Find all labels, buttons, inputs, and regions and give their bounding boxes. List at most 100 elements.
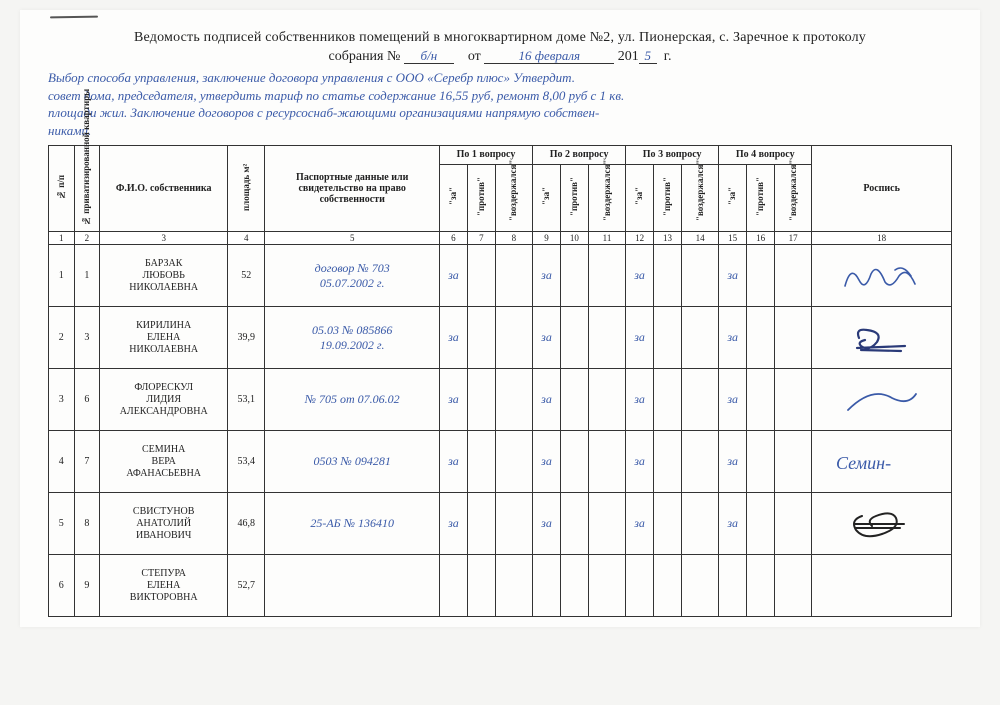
meeting-prefix: собрания № bbox=[329, 49, 401, 64]
cell-q2-vozd bbox=[588, 369, 625, 431]
cell-q4-vozd bbox=[775, 493, 812, 555]
cell-q1-vozd bbox=[495, 245, 532, 307]
cell-passport: договор № 70305.07.2002 г. bbox=[265, 245, 440, 307]
cell-name: СЕМИНА ВЕРА АФАНАСЬЕВНА bbox=[100, 431, 228, 493]
cell-q3-za: за bbox=[626, 307, 654, 369]
cell-q1-protiv bbox=[467, 493, 495, 555]
sub-vozd: "воздержался" bbox=[789, 171, 798, 221]
cell-num: 5 bbox=[49, 493, 75, 555]
col-num: № п/п bbox=[57, 148, 66, 226]
cell-q1-za: за bbox=[439, 431, 467, 493]
cell-q2-za bbox=[533, 555, 561, 617]
cell-q3-za: за bbox=[626, 493, 654, 555]
cell-q1-za: за bbox=[439, 245, 467, 307]
col-passport: Паспортные данные или свидетельство на п… bbox=[265, 146, 440, 232]
colnum: 2 bbox=[74, 232, 100, 245]
sub-vozd: "воздержался" bbox=[603, 171, 612, 221]
q-suffix: вопросу bbox=[477, 149, 515, 160]
cell-signature bbox=[812, 307, 952, 369]
cell-area: 53,1 bbox=[228, 369, 265, 431]
cell-q2-vozd bbox=[588, 245, 625, 307]
sub-protiv: "против" bbox=[570, 171, 579, 221]
sub-vozd: "воздержался" bbox=[696, 171, 705, 221]
sub-za: "за" bbox=[635, 171, 644, 221]
col-q1: По 1 вопросу bbox=[439, 146, 532, 165]
cell-q2-protiv bbox=[560, 369, 588, 431]
cell-q2-vozd bbox=[588, 431, 625, 493]
cell-num: 2 bbox=[49, 307, 75, 369]
cell-q2-vozd bbox=[588, 307, 625, 369]
sub-protiv: "против" bbox=[477, 171, 486, 221]
cell-q4-vozd bbox=[775, 245, 812, 307]
cell-signature bbox=[812, 493, 952, 555]
cell-name: ФЛОРЕСКУЛ ЛИДИЯ АЛЕКСАНДРОВНА bbox=[100, 369, 228, 431]
cell-q4-vozd bbox=[775, 307, 812, 369]
cell-q3-protiv bbox=[654, 307, 682, 369]
cell-q1-vozd bbox=[495, 307, 532, 369]
cell-name: КИРИЛИНА ЕЛЕНА НИКОЛАЕВНА bbox=[100, 307, 228, 369]
cell-q3-vozd bbox=[681, 307, 718, 369]
cell-q2-za: за bbox=[533, 245, 561, 307]
cell-q1-protiv bbox=[467, 307, 495, 369]
cell-q3-protiv bbox=[654, 245, 682, 307]
cell-q2-vozd bbox=[588, 493, 625, 555]
from-word: от bbox=[468, 49, 481, 64]
cell-q1-vozd bbox=[495, 555, 532, 617]
colnum: 6 bbox=[439, 232, 467, 245]
cell-q3-za bbox=[626, 555, 654, 617]
q-prefix: По bbox=[457, 149, 472, 160]
cell-passport: 0503 № 094281 bbox=[265, 431, 440, 493]
cell-area: 52 bbox=[228, 245, 265, 307]
sub-za: "за" bbox=[542, 171, 551, 221]
cell-q1-za: за bbox=[439, 307, 467, 369]
cell-q3-protiv bbox=[654, 369, 682, 431]
colnum: 17 bbox=[775, 232, 812, 245]
colnum: 18 bbox=[812, 232, 952, 245]
table-row: 11БАРЗАК ЛЮБОВЬ НИКОЛАЕВНА52договор № 70… bbox=[49, 245, 952, 307]
cell-q2-protiv bbox=[560, 555, 588, 617]
cell-signature: Семин- bbox=[812, 431, 952, 493]
cell-signature bbox=[812, 555, 952, 617]
colnum: 5 bbox=[265, 232, 440, 245]
colnum: 7 bbox=[467, 232, 495, 245]
cell-q2-protiv bbox=[560, 431, 588, 493]
year-prefix: 201 bbox=[618, 49, 639, 64]
cell-q1-protiv bbox=[467, 555, 495, 617]
cell-q4-vozd bbox=[775, 431, 812, 493]
cell-q3-vozd bbox=[681, 555, 718, 617]
cell-apt: 7 bbox=[74, 431, 100, 493]
cell-q4-protiv bbox=[747, 369, 775, 431]
q-prefix: По bbox=[643, 149, 658, 160]
year-end: г. bbox=[664, 49, 672, 64]
title-line-2: собрания № б/н от 16 февраля 2015 г. bbox=[48, 48, 952, 65]
cell-name: СТЕПУРА ЕЛЕНА ВИКТОРОВНА bbox=[100, 555, 228, 617]
cell-q4-za: за bbox=[719, 307, 747, 369]
colnum: 15 bbox=[719, 232, 747, 245]
table-row: 36ФЛОРЕСКУЛ ЛИДИЯ АЛЕКСАНДРОВНА53,1№ 705… bbox=[49, 369, 952, 431]
cell-q4-za: за bbox=[719, 369, 747, 431]
sub-za: "за" bbox=[449, 171, 458, 221]
cell-q2-za: за bbox=[533, 307, 561, 369]
col-apt: № приватизированной квартиры bbox=[82, 148, 91, 226]
cell-area: 52,7 bbox=[228, 555, 265, 617]
cell-q2-za: за bbox=[533, 493, 561, 555]
signature-table: № п/п № приватизированной квартиры Ф.И.О… bbox=[48, 145, 952, 617]
cell-q4-protiv bbox=[747, 307, 775, 369]
cell-q3-vozd bbox=[681, 431, 718, 493]
cell-q4-protiv bbox=[747, 493, 775, 555]
cell-q1-za: за bbox=[439, 369, 467, 431]
cell-num: 1 bbox=[49, 245, 75, 307]
sub-vozd: "воздержался" bbox=[509, 171, 518, 221]
cell-q3-vozd bbox=[681, 493, 718, 555]
cell-passport: 05.03 № 08586619.09.2002 г. bbox=[265, 307, 440, 369]
colnum: 10 bbox=[560, 232, 588, 245]
meeting-number: б/н bbox=[404, 48, 454, 64]
year-digit: 5 bbox=[639, 48, 657, 64]
svg-text:Семин-: Семин- bbox=[836, 453, 891, 473]
column-number-row: 1 2 3 4 5 6 7 8 9 10 11 12 13 14 15 16 1… bbox=[49, 232, 952, 245]
document-page: Ведомость подписей собственников помещен… bbox=[20, 10, 980, 627]
colnum: 13 bbox=[654, 232, 682, 245]
q-prefix: По bbox=[550, 149, 565, 160]
cell-area: 39,9 bbox=[228, 307, 265, 369]
q-suffix: вопросу bbox=[570, 149, 608, 160]
